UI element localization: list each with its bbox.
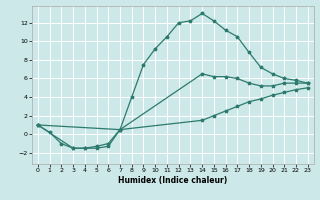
X-axis label: Humidex (Indice chaleur): Humidex (Indice chaleur) bbox=[118, 176, 228, 185]
